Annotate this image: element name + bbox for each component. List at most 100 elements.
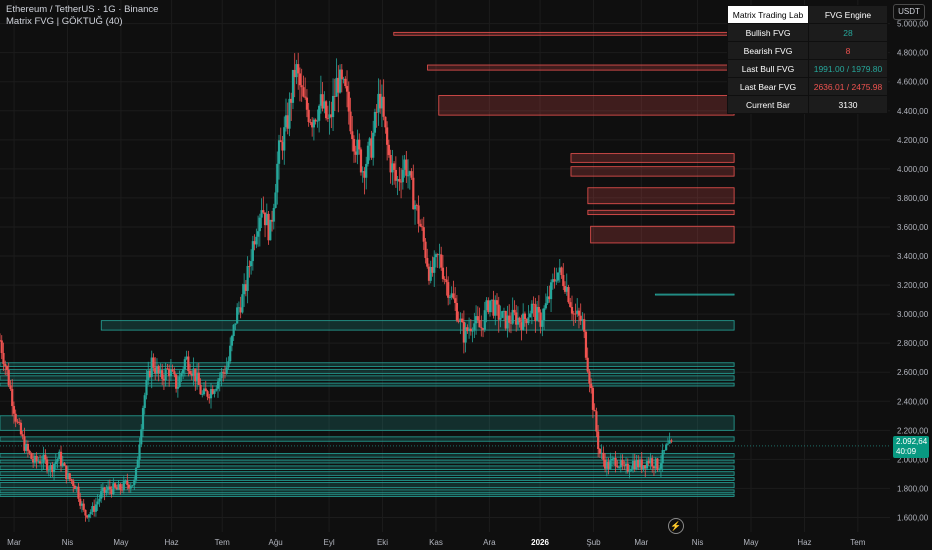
candle-body — [490, 299, 493, 301]
candle-body — [25, 444, 28, 451]
candle-body — [605, 461, 608, 469]
candle-body — [583, 319, 586, 332]
candle-body — [175, 374, 178, 389]
candle-body — [518, 317, 521, 323]
candle-body — [18, 422, 21, 423]
candle-body — [157, 366, 160, 374]
candle-body — [227, 361, 230, 368]
candle-body — [488, 300, 492, 313]
candle-body — [56, 458, 59, 462]
chart-legend: Ethereum / TetherUS · 1G · Binance Matri… — [6, 4, 158, 28]
candle-body — [255, 236, 258, 245]
candle-body — [263, 212, 267, 226]
candle-body — [295, 64, 298, 78]
candle-body — [159, 370, 162, 374]
table-row-value: 8 — [808, 41, 888, 60]
candle-body — [630, 468, 633, 471]
candle-body — [0, 340, 3, 353]
candle-body — [5, 366, 9, 371]
candle-body — [354, 151, 357, 155]
table-row-value: 2636.01 / 2475.98 — [808, 77, 888, 96]
x-tick-label: Haz — [797, 538, 811, 547]
candle-body — [169, 369, 172, 377]
candle-body — [145, 380, 148, 396]
y-tick-label: 3.600,00 — [897, 223, 929, 232]
candle-body — [248, 266, 251, 267]
candle-body — [297, 64, 300, 74]
candle-body — [668, 440, 671, 444]
candle-body — [412, 177, 415, 210]
candle-body — [372, 132, 375, 158]
candle-body — [504, 310, 507, 329]
bear-fvg-zone — [438, 95, 735, 116]
candle-body — [553, 279, 556, 282]
y-tick-label: 2.800,00 — [897, 339, 929, 348]
candle-body — [202, 388, 206, 395]
x-tick-label: Kas — [429, 538, 443, 547]
candle-body — [281, 141, 284, 151]
table-title-right: FVG Engine — [808, 5, 888, 24]
candle-body — [399, 181, 403, 183]
candle-body — [455, 302, 458, 321]
symbol-title[interactable]: Ethereum / TetherUS · 1G · Binance — [6, 4, 159, 15]
candle-body — [619, 459, 622, 468]
candle-body — [481, 328, 485, 330]
candle-body — [79, 498, 82, 506]
y-tick-label: 4.600,00 — [897, 78, 929, 87]
candle-body — [560, 267, 563, 276]
candle-body — [651, 458, 654, 467]
time-axis[interactable]: Mar Nis May Haz Tem Ağu Eyl Eki Kas Ara 2026 Şub Mar… — [7, 538, 866, 547]
currency-button[interactable]: USDT — [893, 4, 925, 20]
table-title-left: Matrix Trading Lab — [727, 5, 809, 24]
candle-body — [590, 383, 593, 389]
candle-body — [77, 486, 80, 499]
bear-fvg-zone — [427, 64, 735, 71]
candle-body — [497, 304, 500, 320]
candle-body — [35, 455, 38, 462]
candle-body — [476, 316, 479, 321]
candle-body — [445, 279, 448, 283]
candle-body — [87, 514, 91, 518]
y-tick-label: 2.600,00 — [897, 368, 929, 377]
y-tick-label: 4.200,00 — [897, 136, 929, 145]
candle-body — [262, 210, 265, 213]
candle-body — [129, 486, 132, 489]
x-tick-label: Şub — [586, 538, 601, 547]
candle-body — [246, 266, 249, 291]
candle-body — [51, 465, 54, 473]
candle-body — [569, 302, 572, 307]
price-axis[interactable]: 1.600,00 1.800,00 2.000,00 2.200,00 2.400,00… — [897, 20, 929, 523]
candle-body — [23, 436, 26, 451]
candle-body — [506, 315, 509, 329]
candle-body — [417, 205, 420, 224]
candle-body — [382, 96, 385, 117]
candle-body — [359, 149, 363, 173]
y-tick-label: 2.000,00 — [897, 455, 929, 464]
indicator-title[interactable]: Matrix FVG | GÖKTUĞ (40) — [6, 16, 123, 27]
candle-body — [188, 371, 192, 374]
bull-fvg-zone — [0, 489, 735, 494]
candle-body — [434, 254, 438, 258]
bull-fvg-zone — [100, 320, 735, 331]
candle-body — [0, 340, 2, 342]
candle-body — [61, 463, 64, 466]
candle-body — [44, 454, 47, 460]
candle-body — [393, 163, 396, 170]
x-tick-label: 2026 — [531, 538, 549, 547]
bear-fvg-zone — [587, 187, 735, 205]
candle-body — [420, 226, 424, 228]
candle-body — [666, 443, 670, 445]
candle-body — [113, 483, 117, 488]
candle-body — [284, 115, 288, 128]
candle-body — [236, 307, 239, 324]
candle-body — [185, 356, 188, 360]
candle-body — [501, 311, 504, 318]
candle-body — [386, 127, 389, 145]
candle-body — [422, 227, 425, 242]
candle-body — [134, 467, 138, 480]
lightning-icon[interactable]: ⚡ — [668, 518, 684, 534]
candle-body — [58, 451, 61, 459]
candle-body — [256, 231, 260, 237]
candle-body — [670, 440, 673, 442]
